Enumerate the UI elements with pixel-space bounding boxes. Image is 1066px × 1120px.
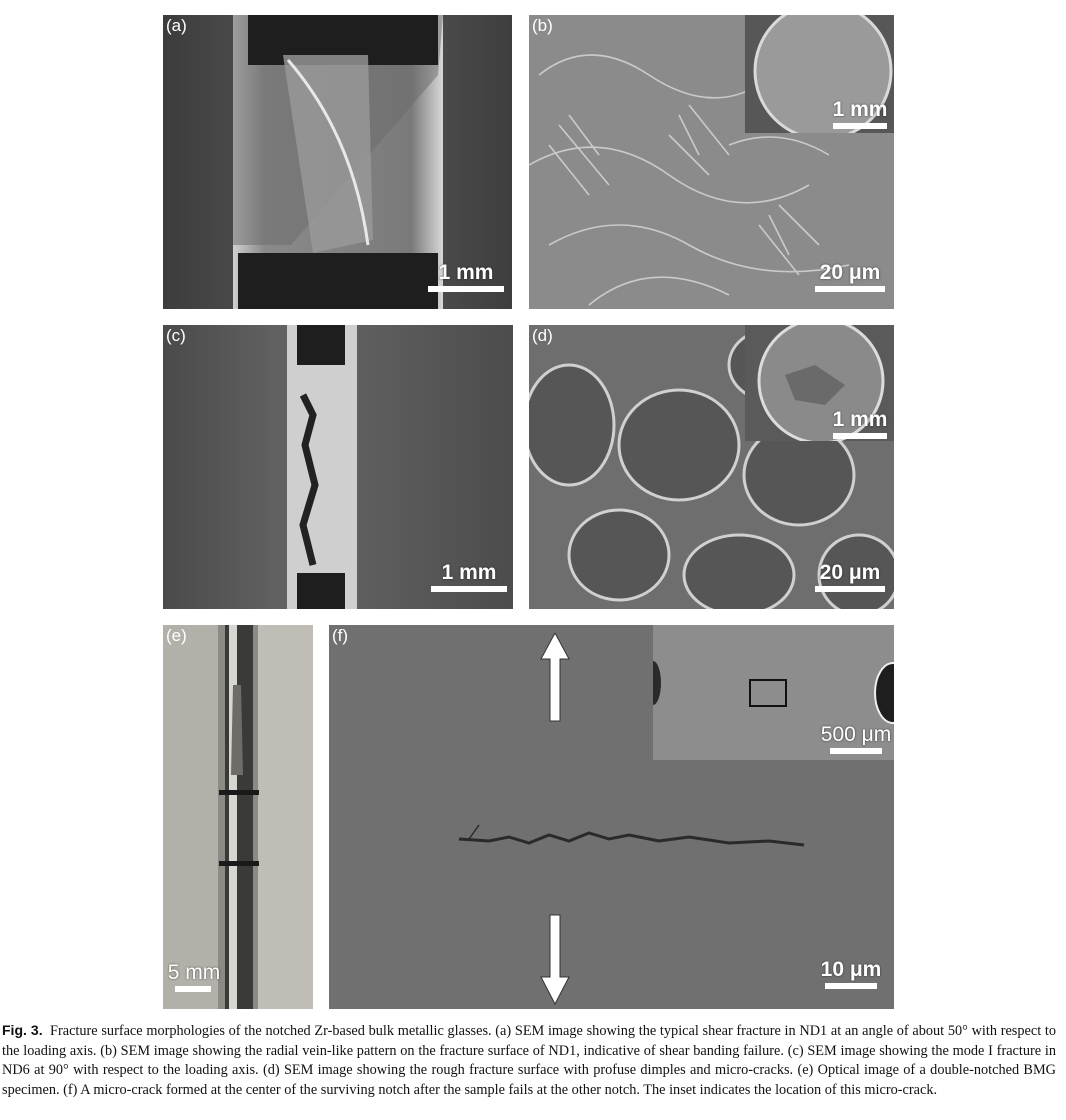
panel-a-label: (a) [166, 16, 187, 35]
panel-f-inset-scale-text: 500 μm [820, 723, 892, 746]
panel-f-label: (f) [332, 626, 349, 645]
panel-d-inset-scale-text: 1 mm [832, 408, 888, 431]
panel-a-scale-line [428, 286, 504, 292]
panel-a: (a) 1 mm [163, 15, 512, 309]
caption-label: Fig. 3. [2, 1022, 43, 1038]
panel-b-inset-image [753, 15, 893, 133]
panel-d-inset-scale: 1 mm [830, 409, 890, 439]
panel-d-inset-scale-line [833, 433, 887, 439]
panel-f-scale-text: 10 μm [820, 958, 882, 981]
panel-e-label: (e) [166, 626, 187, 645]
panel-e-scale-text: 5 mm [167, 961, 221, 984]
panel-b-label: (b) [532, 16, 553, 35]
panel-d-inset: 1 mm [745, 325, 894, 441]
panel-b-inset-scale: 1 mm [830, 99, 890, 129]
panel-d-scale-bar: 20 μm [812, 562, 888, 592]
panel-f-inset: 500 μm [653, 625, 894, 760]
panel-b-scale-bar: 20 μm [812, 262, 888, 292]
caption-text: Fracture surface morphologies of the not… [2, 1023, 1057, 1098]
panel-b-inset-scale-line [833, 123, 887, 129]
panel-f-inset-image [653, 661, 894, 724]
panel-e-image [163, 625, 313, 1009]
panel-c-scale-text: 1 mm [441, 561, 497, 584]
panel-d-label: (d) [532, 326, 553, 345]
panel-d: 1 mm (d) 20 μm [529, 325, 894, 609]
panel-c-scale-line [431, 586, 507, 592]
arrow-down-icon [540, 914, 570, 1005]
panel-c-scale-bar: 1 mm [429, 562, 509, 592]
panel-b-inset-scale-text: 1 mm [832, 98, 888, 121]
panel-b: 1 mm (b) 20 μm [529, 15, 894, 309]
inset-location-box [749, 679, 787, 707]
panel-b-scale-line [815, 286, 885, 292]
panel-a-scale-text: 1 mm [438, 261, 494, 284]
panel-c: (c) 1 mm [163, 325, 513, 609]
panel-a-image [163, 15, 512, 309]
figure-caption: Fig. 3. Fracture surface morphologies of… [2, 1021, 1056, 1100]
panel-f-inset-scale-line [830, 748, 882, 754]
panel-f: 500 μm (f) 10 μm [329, 625, 894, 1009]
panel-d-scale-text: 20 μm [819, 561, 881, 584]
panel-e-scale-line [175, 986, 211, 992]
panel-c-label: (c) [166, 326, 186, 345]
panel-e: (e) 5 mm [163, 625, 313, 1009]
panel-b-scale-text: 20 μm [819, 261, 881, 284]
panel-e-scale-bar: 5 mm [163, 962, 225, 992]
panel-f-scale-line [825, 983, 877, 989]
panel-d-inset-image [757, 325, 885, 441]
panel-d-scale-line [815, 586, 885, 592]
panel-f-scale-bar: 10 μm [813, 959, 889, 989]
arrow-up-icon [540, 633, 570, 722]
panel-b-inset: 1 mm [745, 15, 894, 133]
panel-a-scale-bar: 1 mm [426, 262, 506, 292]
panel-c-image [163, 325, 513, 609]
panel-f-inset-scale: 500 μm [816, 724, 894, 754]
